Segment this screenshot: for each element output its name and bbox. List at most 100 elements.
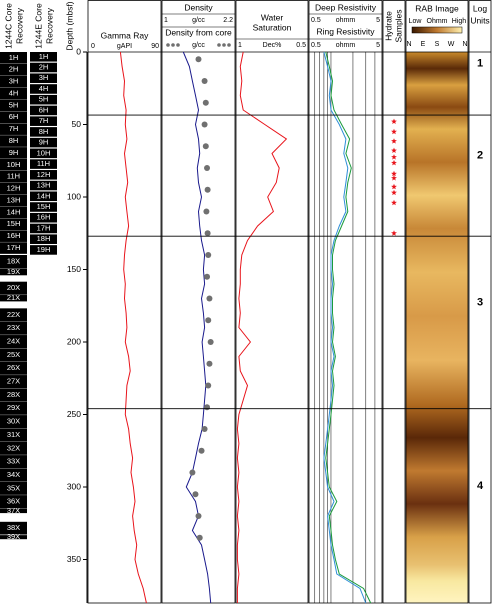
core-title: Recovery: [44, 7, 54, 44]
core-label: 32X: [7, 443, 20, 452]
rab-azimuth: E: [421, 41, 426, 48]
core-block: [30, 105, 57, 116]
rab-colorbar: [411, 26, 463, 34]
core-block: [0, 521, 27, 535]
core-label: 20X: [7, 283, 20, 292]
core-label: 17H: [7, 243, 21, 252]
core-label: 22X: [7, 310, 20, 319]
core-label: 19X: [7, 267, 20, 276]
core-density-point: [204, 186, 211, 193]
core-block: [0, 295, 27, 302]
x-unit: ohmm: [336, 17, 356, 24]
core-block: [0, 242, 27, 254]
core-block: [0, 87, 27, 100]
hydrate-sample: [391, 199, 397, 206]
x-tick-label: 90: [151, 43, 159, 50]
core-block: [0, 388, 27, 402]
core-label: 11H: [37, 159, 50, 168]
label: Log: [473, 3, 487, 13]
core-block: [30, 170, 57, 180]
x-unit: gAPI: [117, 43, 132, 50]
x-tick-label: 2.2: [223, 17, 233, 24]
core-label: 18H: [37, 234, 51, 243]
core-density-point: [195, 513, 202, 519]
core-label: 9H: [9, 148, 19, 157]
y-axis-label: Depth (mbsf): [64, 1, 74, 50]
core-density-point: [201, 426, 208, 432]
core-block: [0, 308, 27, 322]
label: Density: [184, 2, 213, 12]
core-density-point: [192, 491, 199, 498]
core-label: 33X: [7, 457, 20, 466]
unit-label: 3: [477, 296, 483, 308]
core-block: [0, 111, 27, 124]
x-tick-label: 5: [376, 42, 380, 49]
label: Density from core: [165, 27, 232, 37]
core-density-point: [195, 56, 202, 63]
core-label: 24X: [7, 337, 20, 346]
core-block: [30, 223, 57, 234]
y-tick-label: 300: [67, 481, 81, 491]
log-curve: [236, 51, 288, 603]
core-block: [30, 84, 57, 94]
core-block: [0, 441, 27, 455]
y-tick-label: 150: [67, 264, 81, 274]
legend-dot: [227, 43, 231, 47]
core-block: [0, 348, 27, 362]
core-block: [30, 94, 57, 105]
core-block: [0, 361, 27, 375]
y-tick-label: 0: [76, 46, 81, 56]
core-block: [0, 75, 27, 88]
core-unit: g/cc: [192, 42, 205, 49]
core-label: 38X: [7, 523, 20, 532]
core-label: 25X: [7, 350, 20, 359]
core-label: 39X: [7, 532, 20, 541]
core-label: 12H: [37, 170, 51, 179]
core-label: 10H: [37, 148, 51, 157]
core-density-point: [202, 99, 209, 106]
core-block: [0, 52, 27, 64]
core-block: [0, 268, 27, 276]
rab-scale: Low: [409, 18, 423, 25]
core-label: 16H: [37, 213, 51, 222]
rab-azimuth: N: [462, 41, 467, 48]
core-label: 34X: [7, 470, 20, 479]
core-label: 27X: [7, 377, 20, 386]
core-density-point: [205, 252, 212, 258]
core-block: [30, 234, 57, 244]
core-block: [0, 335, 27, 349]
core-block: [30, 191, 57, 202]
core-label: 8H: [9, 136, 19, 145]
core-block: [0, 194, 27, 207]
core-label: 17H: [37, 223, 51, 232]
unit-label: 2: [477, 150, 483, 162]
core-title: 1244C Core: [3, 3, 13, 49]
core-block: [0, 255, 27, 269]
core-label: 21X: [7, 293, 20, 302]
rab-azimuth: N: [406, 41, 411, 48]
core-density-point: [202, 143, 209, 150]
core-label: 35X: [7, 483, 20, 492]
core-density-point: [203, 208, 210, 215]
track-frame: [87, 0, 162, 604]
core-label: 26X: [7, 363, 20, 372]
hydrate-sample: [391, 147, 397, 153]
rab-scale: High: [452, 18, 467, 25]
core-block: [0, 170, 27, 183]
x-unit: Dec%: [263, 42, 282, 49]
x-tick-label: 5: [376, 17, 380, 24]
track-frame: [405, 0, 469, 604]
unit-label: 1: [477, 57, 483, 69]
rab-azimuth: W: [448, 41, 455, 48]
core-label: 6H: [39, 105, 49, 114]
core-density-point: [196, 534, 203, 541]
core-label: 30X: [7, 417, 20, 426]
core-block: [0, 281, 27, 295]
rab-image: [406, 52, 468, 603]
core-block: [0, 468, 27, 482]
core-label: 2H: [9, 65, 19, 74]
core-block: [0, 182, 27, 195]
core-label: 15H: [37, 202, 51, 211]
